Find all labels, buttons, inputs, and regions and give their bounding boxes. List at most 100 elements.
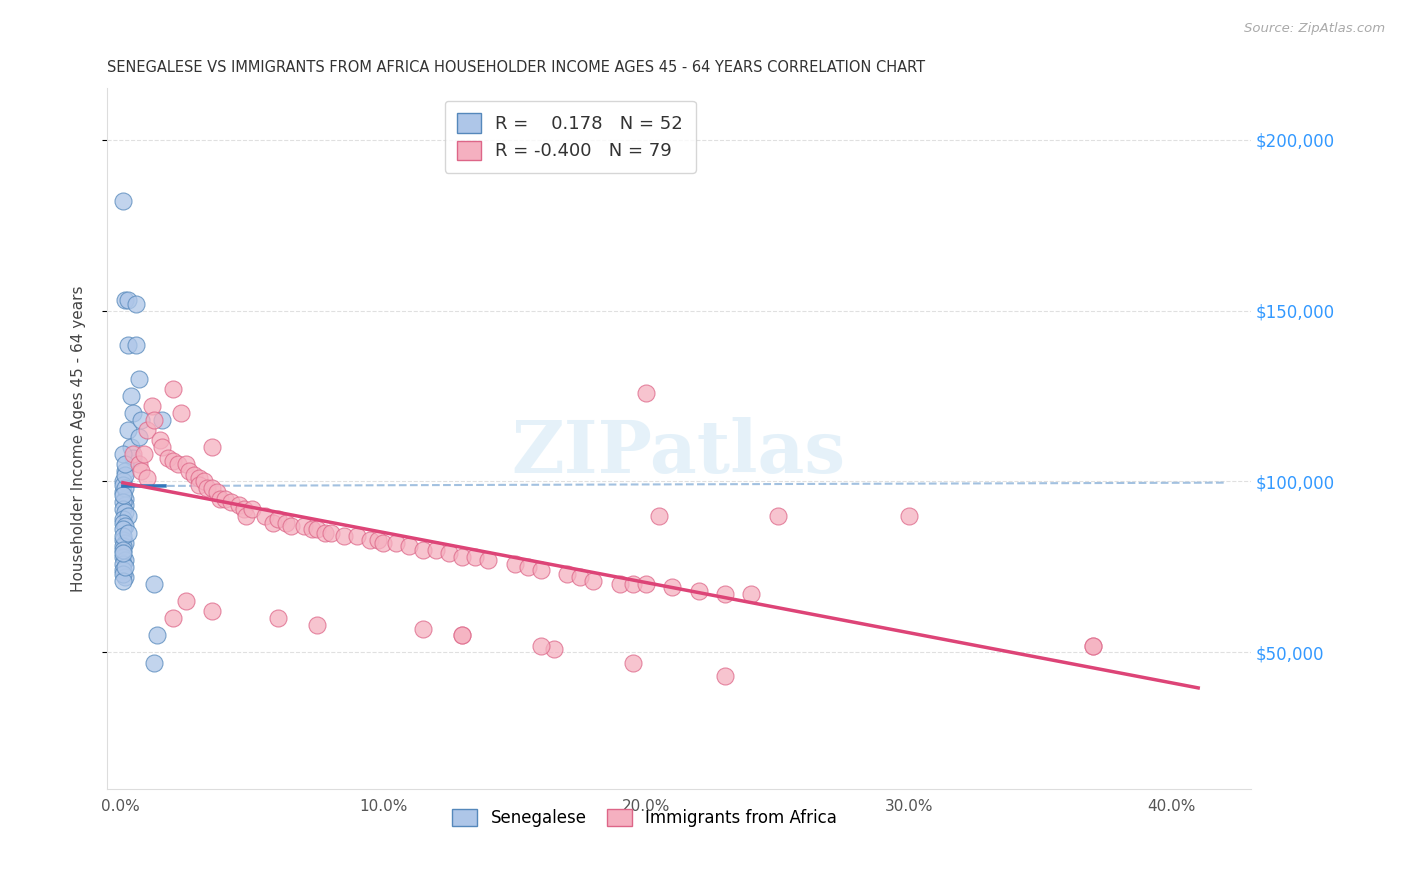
Point	[714, 587, 737, 601]
Point	[621, 656, 644, 670]
Point	[530, 639, 553, 653]
Legend: Senegalese, Immigrants from Africa: Senegalese, Immigrants from Africa	[446, 802, 844, 833]
Point	[117, 423, 139, 437]
Point	[582, 574, 605, 588]
Point	[359, 533, 381, 547]
Point	[111, 512, 134, 526]
Point	[543, 642, 565, 657]
Point	[111, 529, 134, 543]
Point	[648, 508, 671, 523]
Point	[274, 516, 297, 530]
Point	[111, 542, 134, 557]
Point	[437, 546, 460, 560]
Point	[319, 525, 342, 540]
Point	[188, 471, 211, 485]
Point	[132, 447, 155, 461]
Point	[125, 296, 148, 310]
Point	[367, 533, 389, 547]
Point	[412, 542, 434, 557]
Point	[740, 587, 762, 601]
Point	[209, 491, 232, 506]
Point	[129, 413, 152, 427]
Point	[240, 501, 263, 516]
Text: ZIPatlas: ZIPatlas	[512, 417, 846, 488]
Point	[149, 434, 172, 448]
Point	[111, 566, 134, 581]
Point	[111, 495, 134, 509]
Point	[201, 481, 224, 495]
Text: SENEGALESE VS IMMIGRANTS FROM AFRICA HOUSEHOLDER INCOME AGES 45 - 64 YEARS CORRE: SENEGALESE VS IMMIGRANTS FROM AFRICA HOU…	[107, 60, 925, 75]
Point	[232, 501, 254, 516]
Point	[451, 549, 474, 564]
Point	[135, 423, 157, 437]
Point	[766, 508, 789, 523]
Point	[114, 505, 136, 519]
Point	[114, 519, 136, 533]
Point	[143, 577, 166, 591]
Point	[114, 481, 136, 495]
Point	[122, 450, 145, 465]
Point	[609, 577, 631, 591]
Point	[111, 475, 134, 489]
Point	[1081, 639, 1104, 653]
Point	[451, 628, 474, 642]
Point	[174, 458, 197, 472]
Point	[714, 669, 737, 683]
Point	[661, 581, 683, 595]
Point	[301, 522, 323, 536]
Point	[162, 454, 184, 468]
Point	[398, 540, 420, 554]
Point	[150, 440, 173, 454]
Point	[530, 563, 553, 577]
Point	[111, 484, 134, 499]
Point	[143, 656, 166, 670]
Point	[114, 536, 136, 550]
Point	[193, 475, 215, 489]
Point	[111, 194, 134, 208]
Point	[111, 447, 134, 461]
Point	[569, 570, 592, 584]
Point	[111, 488, 134, 502]
Point	[111, 549, 134, 564]
Point	[451, 628, 474, 642]
Point	[292, 519, 315, 533]
Point	[128, 430, 150, 444]
Point	[111, 522, 134, 536]
Point	[122, 447, 145, 461]
Point	[262, 516, 284, 530]
Point	[235, 508, 257, 523]
Point	[636, 577, 658, 591]
Point	[114, 464, 136, 478]
Point	[114, 499, 136, 513]
Point	[111, 478, 134, 492]
Point	[162, 611, 184, 625]
Point	[111, 557, 134, 571]
Point	[120, 440, 142, 454]
Point	[464, 549, 486, 564]
Point	[114, 560, 136, 574]
Point	[117, 525, 139, 540]
Point	[117, 293, 139, 308]
Point	[516, 560, 538, 574]
Point	[111, 563, 134, 577]
Point	[111, 546, 134, 560]
Point	[129, 464, 152, 478]
Point	[167, 458, 190, 472]
Point	[636, 385, 658, 400]
Point	[174, 594, 197, 608]
Point	[346, 529, 368, 543]
Point	[412, 622, 434, 636]
Point	[385, 536, 408, 550]
Point	[219, 495, 242, 509]
Point	[503, 557, 526, 571]
Point	[214, 491, 236, 506]
Point	[150, 413, 173, 427]
Point	[114, 458, 136, 472]
Point	[314, 525, 336, 540]
Point	[253, 508, 276, 523]
Point	[125, 337, 148, 351]
Point	[477, 553, 499, 567]
Point	[114, 570, 136, 584]
Point	[111, 533, 134, 547]
Point	[114, 467, 136, 482]
